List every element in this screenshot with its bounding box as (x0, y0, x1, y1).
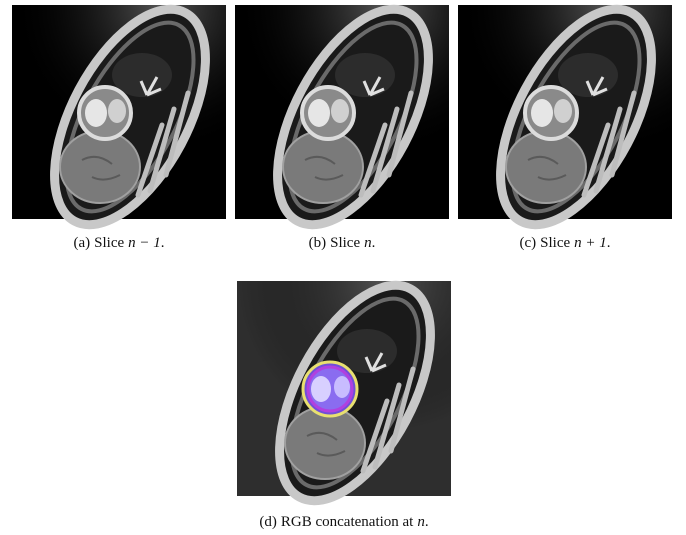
caption-label: (d) (259, 514, 277, 530)
image-a (12, 0, 237, 248)
caption-math: n + 1 (574, 235, 607, 251)
caption-end: . (372, 235, 376, 251)
caption-label: (a) (73, 235, 90, 251)
caption-text: Slice (94, 235, 124, 251)
caption-label: (b) (309, 235, 327, 251)
caption-math: n − 1 (128, 235, 161, 251)
caption-end: . (161, 235, 165, 251)
caption-end: . (607, 235, 611, 251)
caption-text: Slice (540, 235, 570, 251)
caption-label: (c) (519, 235, 536, 251)
caption-text: RGB concatenation at (281, 514, 414, 530)
figure: (a)Slicen − 1. (b)Slicen. (c)Slicen + 1.… (0, 0, 686, 535)
image-d (237, 262, 462, 525)
caption-math: n (417, 514, 425, 530)
page: (a)Slicen − 1. (b)Slicen. (c)Slicen + 1.… (0, 0, 686, 535)
caption-end: . (425, 514, 429, 530)
image-c (458, 0, 683, 248)
image-b (235, 0, 460, 248)
caption-text: Slice (330, 235, 360, 251)
caption-math: n (364, 235, 372, 251)
